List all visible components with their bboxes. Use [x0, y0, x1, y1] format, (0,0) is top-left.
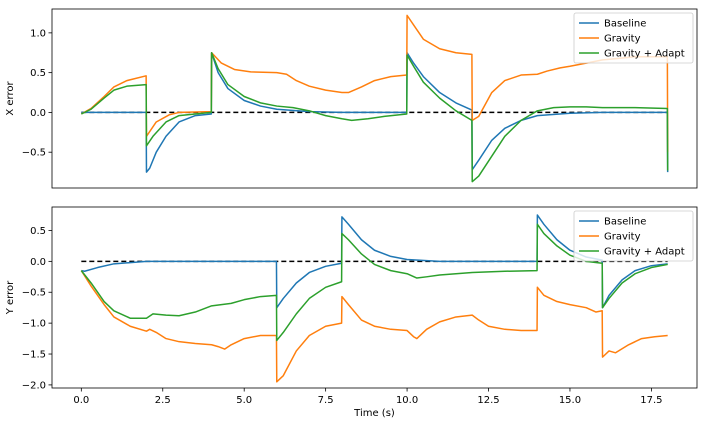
y-axis-xlabel: Time (s): [353, 408, 395, 419]
x-ytick-label: 0.5: [30, 68, 46, 79]
y-ytick-label: 0.0: [30, 257, 46, 268]
y-legend-entry: Gravity + Adapt: [604, 247, 685, 258]
x-series-line-gravity: [80, 14, 669, 153]
x-error-plot: −0.5 0.0 0.5 1.0 X error Baseline Gravity Gravi…: [5, 8, 698, 189]
y-xtick-label: 0.0: [73, 395, 89, 406]
y-xtick-label: 10.0: [396, 395, 418, 406]
y-legend-entry: Baseline: [604, 217, 646, 228]
y-legend-box: [573, 210, 694, 262]
y-legend: Baseline Gravity Gravity + Adapt: [573, 210, 694, 262]
y-xtick-label: 12.5: [477, 395, 499, 406]
x-series-line-baseline: [81, 52, 669, 173]
y-legend-entry: Gravity: [604, 232, 641, 243]
y-ytick-label: −1.5: [22, 350, 46, 361]
y-axes-frame: [51, 206, 698, 389]
x-axis-ylabel: X error: [5, 80, 16, 115]
x-legend-entry: Gravity + Adapt: [604, 49, 685, 60]
y-ytick-label: −2.0: [22, 380, 46, 391]
y-ytick-label: −0.5: [22, 288, 46, 299]
y-xtick-label: 2.5: [155, 395, 171, 406]
x-series-line-gravity-adapt: [80, 52, 669, 183]
y-error-plot: −2.0 −1.5 −1.0 −0.5 0.0 0.5 0.0 2.5 5.0 7.5 10.0 12…: [5, 206, 698, 419]
x-legend-entry: Baseline: [604, 19, 646, 30]
x-axes-frame: [51, 8, 698, 189]
x-legend-entry: Gravity: [604, 34, 641, 45]
x-ytick-label: 1.0: [30, 28, 46, 39]
y-xtick-label: 15.0: [559, 395, 581, 406]
y-ytick-label: 0.5: [30, 226, 46, 237]
x-legend: Baseline Gravity Gravity + Adapt: [573, 12, 694, 64]
x-ytick-label: 0.0: [30, 108, 46, 119]
y-xtick-label: 17.5: [640, 395, 662, 406]
y-xtick-label: 5.0: [236, 395, 252, 406]
x-plot-area: [80, 14, 669, 183]
y-xtick-label: 7.5: [318, 395, 334, 406]
y-ytick-label: −1.0: [22, 319, 46, 330]
y-axis-ylabel: Y error: [5, 280, 16, 315]
x-legend-box: [573, 12, 694, 64]
x-ytick-label: −0.5: [22, 148, 46, 159]
y-series-line-gravity: [80, 270, 668, 383]
